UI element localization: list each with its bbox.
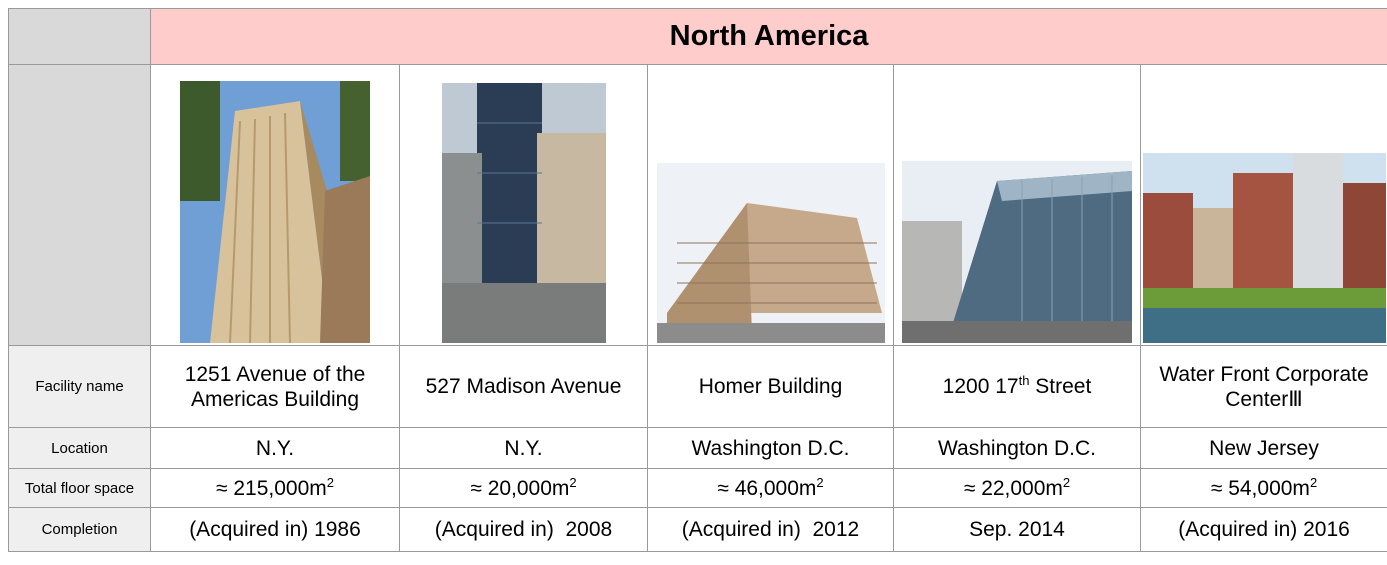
value-cell: Washington D.C. [894,428,1141,469]
value-cell: N.Y. [151,428,400,469]
value-text: 1200 17 [943,375,1019,398]
value-text: (Acquired in) 1986 [189,518,361,541]
corner-cell [9,9,151,65]
data-row: Total floor space≈ 215,000m2≈ 20,000m2≈ … [9,469,1387,508]
value-cell: Homer Building [648,346,894,428]
superscript: th [1019,373,1030,388]
value-cell: (Acquired in) 1986 [151,508,400,552]
value-cell: (Acquired in) 2016 [1141,508,1387,552]
superscript: 2 [569,475,576,490]
region-title: North America [151,9,1387,65]
value-cell: Sep. 2014 [894,508,1141,552]
image-row [9,65,1387,346]
row-label: Completion [9,508,151,552]
building-photo [1143,153,1386,343]
superscript: 2 [1063,475,1070,490]
building-photo [442,83,606,343]
building-photo [902,161,1132,343]
value-text: (Acquired in) 2012 [682,518,859,541]
value-cell: ≈ 54,000m2 [1141,469,1387,508]
value-cell: ≈ 22,000m2 [894,469,1141,508]
value-cell: Water Front Corporate CenterⅢ [1141,346,1387,428]
value-cell: ≈ 20,000m2 [400,469,648,508]
value-cell: 527 Madison Avenue [400,346,648,428]
value-cell: 1251 Avenue of the Americas Building [151,346,400,428]
page: North America [0,0,1387,565]
value-text: ≈ 215,000m [216,477,327,500]
value-text: ≈ 22,000m [964,477,1063,500]
photo-cell [894,65,1141,346]
value-text: (Acquired in) 2016 [1178,518,1350,541]
value-text: ≈ 20,000m [470,477,569,500]
row-label: Facility name [9,346,151,428]
superscript: 2 [1310,475,1317,490]
building-photo [180,81,370,343]
data-row: Location N.Y. N.Y. Washington D.C. Washingto… [9,428,1387,469]
value-cell: 1200 17th Street [894,346,1141,428]
value-cell: New Jersey [1141,428,1387,469]
superscript: 2 [816,475,823,490]
value-text: ≈ 54,000m [1211,477,1310,500]
value-text: Washington D.C. [692,437,850,460]
value-text: (Acquired in) 2008 [435,518,612,541]
value-text: N.Y. [504,437,542,460]
value-text: Street [1029,375,1091,398]
row-label: Location [9,428,151,469]
value-cell: Washington D.C. [648,428,894,469]
corner-cell [9,65,151,346]
value-cell: ≈ 46,000m2 [648,469,894,508]
value-text: 1251 Avenue of the Americas Building [185,363,370,411]
photo-cell [648,65,894,346]
row-label: Total floor space [9,469,151,508]
value-cell: (Acquired in) 2012 [648,508,894,552]
photo-cell [1141,65,1387,346]
data-row: Completion (Acquired in) 1986 (Acquired in… [9,508,1387,552]
value-cell: N.Y. [400,428,648,469]
value-cell: ≈ 215,000m2 [151,469,400,508]
value-cell: (Acquired in) 2008 [400,508,648,552]
photo-cell [400,65,648,346]
data-row: Facility name 1251 Avenue of the Americas… [9,346,1387,428]
value-text: Water Front Corporate CenterⅢ [1159,363,1374,411]
superscript: 2 [327,475,334,490]
building-photo [657,163,885,343]
facility-table: North America [8,8,1387,552]
value-text: Homer Building [699,375,843,398]
header-row: North America [9,9,1387,65]
value-text: 527 Madison Avenue [426,375,622,398]
value-text: N.Y. [256,437,294,460]
value-text: ≈ 46,000m [717,477,816,500]
value-text: New Jersey [1209,437,1319,460]
value-text: Sep. 2014 [969,518,1065,541]
photo-cell [151,65,400,346]
value-text: Washington D.C. [938,437,1096,460]
